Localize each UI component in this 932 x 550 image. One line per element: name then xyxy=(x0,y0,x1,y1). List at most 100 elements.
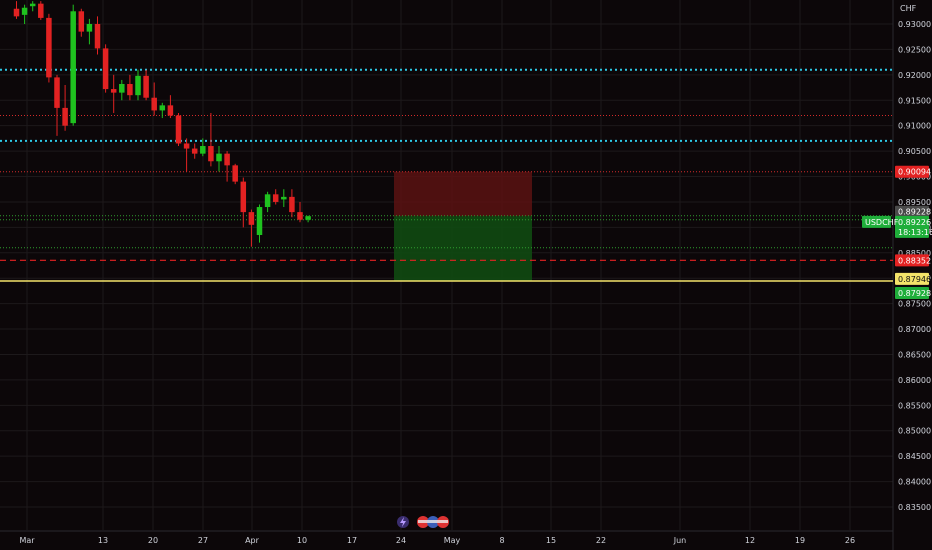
candle-body xyxy=(289,196,295,213)
candle[interactable] xyxy=(38,1,44,20)
candle-body xyxy=(264,194,271,208)
candle[interactable] xyxy=(224,151,230,182)
candle[interactable] xyxy=(175,112,182,147)
flag-stripes xyxy=(418,520,448,523)
candle[interactable] xyxy=(297,201,303,223)
candle[interactable] xyxy=(102,44,109,93)
candle[interactable] xyxy=(143,69,149,101)
candle[interactable] xyxy=(264,191,271,213)
price-tick: 0.90500 xyxy=(898,147,931,156)
price-tick: 0.91500 xyxy=(898,96,931,105)
yellow-level-tag: 0.87946 xyxy=(898,275,931,284)
price-tick: 0.93000 xyxy=(898,20,931,29)
symbol-tag: USDCHF xyxy=(865,218,899,227)
take-profit-zone[interactable] xyxy=(394,216,532,281)
candles[interactable] xyxy=(13,1,311,247)
candle[interactable] xyxy=(208,112,214,167)
dashed-level-tag-bg xyxy=(895,254,929,267)
symbol-tag-bg xyxy=(862,215,891,228)
candle[interactable] xyxy=(191,143,198,159)
entry-price-tag-bg xyxy=(895,205,929,218)
candle-body xyxy=(143,75,149,98)
candle[interactable] xyxy=(272,189,279,205)
candle[interactable] xyxy=(13,1,20,19)
candle[interactable] xyxy=(29,1,36,12)
date-tick: 17 xyxy=(347,536,357,545)
dashed-level-tag: 0.88352 xyxy=(898,256,931,265)
candle-body xyxy=(29,3,36,7)
price-tick: 0.83500 xyxy=(898,503,931,512)
date-tick: Mar xyxy=(19,536,35,545)
candle[interactable] xyxy=(256,204,263,243)
price-tick: 0.85500 xyxy=(898,401,931,410)
candle[interactable] xyxy=(70,4,76,126)
candle-body xyxy=(21,7,28,15)
candle[interactable] xyxy=(119,79,125,101)
candle-body xyxy=(46,17,52,78)
candle[interactable] xyxy=(289,189,295,218)
candle[interactable] xyxy=(46,13,52,83)
candle-body xyxy=(200,146,206,154)
candle-body xyxy=(224,153,230,166)
candle[interactable] xyxy=(151,82,157,116)
target-price-tag: 0.87928 xyxy=(898,289,931,298)
stop-price-tag-bg xyxy=(895,165,929,178)
candle[interactable] xyxy=(200,138,206,157)
position-zones[interactable] xyxy=(394,171,532,281)
candle[interactable] xyxy=(21,4,28,24)
price-tick: 0.85000 xyxy=(898,427,931,436)
candle[interactable] xyxy=(86,18,93,45)
bolt-glyph xyxy=(400,517,406,527)
candle-body xyxy=(78,11,85,32)
candle[interactable] xyxy=(232,163,238,185)
candle-body xyxy=(119,83,125,93)
candle[interactable] xyxy=(94,16,101,55)
candle[interactable] xyxy=(305,215,311,223)
candle[interactable] xyxy=(110,74,117,113)
date-tick: 20 xyxy=(148,536,158,545)
candle-body xyxy=(167,105,174,116)
candle-body xyxy=(94,24,101,49)
candle[interactable] xyxy=(78,8,85,37)
candle-body xyxy=(183,143,190,149)
price-tick: 0.92500 xyxy=(898,45,931,54)
candle[interactable] xyxy=(183,138,190,172)
candle-body xyxy=(248,212,255,225)
time-axis[interactable]: Mar 13 20 27 Apr 10 17 24 May 8 15 22 Jun 12 19 26 xyxy=(19,536,855,545)
event-icons[interactable] xyxy=(397,516,449,528)
date-tick: 26 xyxy=(845,536,855,545)
stop-loss-zone[interactable] xyxy=(394,171,532,217)
date-tick: 13 xyxy=(98,536,108,545)
candle-body xyxy=(151,97,157,111)
date-tick: Jun xyxy=(673,536,687,545)
candle-body xyxy=(13,8,20,17)
candle-body xyxy=(127,83,133,96)
price-tick: 0.86000 xyxy=(898,376,931,385)
candle-body xyxy=(191,148,198,154)
date-tick: 19 xyxy=(795,536,805,545)
candle[interactable] xyxy=(240,177,247,228)
horizontal-levels[interactable] xyxy=(0,68,893,282)
countdown-timer: 18:13:16 xyxy=(898,228,932,237)
candle[interactable] xyxy=(281,189,287,208)
entry-price-tag: 0.89228 xyxy=(898,208,931,217)
date-tick: Apr xyxy=(245,536,260,545)
candle[interactable] xyxy=(135,69,141,101)
candle-body xyxy=(86,24,93,32)
price-tick: 0.88500 xyxy=(898,249,931,258)
candle[interactable] xyxy=(216,146,222,172)
candle[interactable] xyxy=(54,74,60,136)
price-tick: 0.87500 xyxy=(898,300,931,309)
candle-body xyxy=(240,181,247,213)
candle[interactable] xyxy=(167,95,174,119)
candle[interactable] xyxy=(159,102,166,119)
candle-body xyxy=(175,115,182,144)
candle[interactable] xyxy=(248,209,255,247)
candle[interactable] xyxy=(62,85,68,131)
candle[interactable] xyxy=(127,74,133,101)
candle-body xyxy=(216,153,222,162)
currency-label: CHF xyxy=(900,4,917,13)
